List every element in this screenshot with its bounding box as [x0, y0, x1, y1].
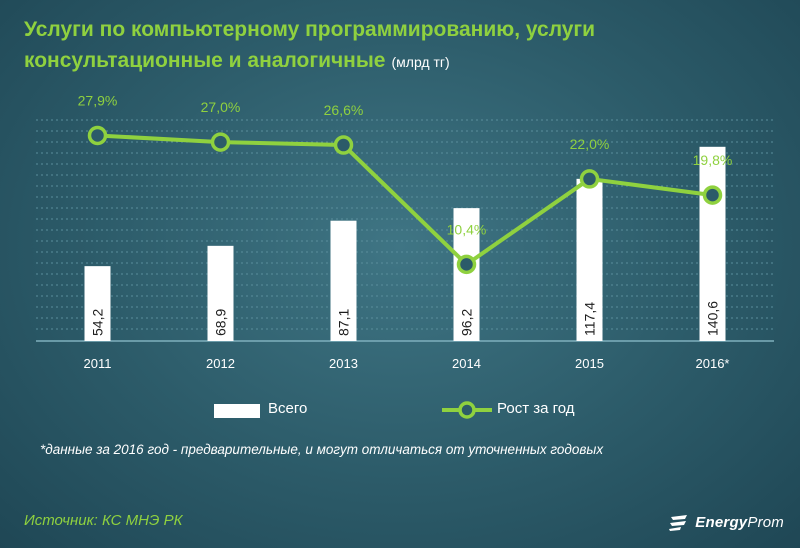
growth-point-2014	[456, 254, 477, 275]
growth-point-2013	[333, 135, 354, 155]
legend-bar-label: Всего	[268, 400, 308, 417]
legend-bar-swatch	[214, 404, 260, 418]
x-tick-label: 2012	[206, 356, 235, 371]
bar-2014	[453, 208, 480, 341]
bar-2015	[576, 178, 603, 341]
bar-value-label: 96,2	[459, 309, 475, 336]
growth-point-2012	[210, 132, 231, 152]
x-tick-label: 2015	[575, 356, 604, 371]
x-tick-label: 2013	[329, 356, 358, 371]
chart-title-text: Услуги по компьютерному программированию…	[24, 18, 596, 72]
growth-point-2016*	[702, 185, 723, 205]
x-tick-label: 2011	[84, 356, 112, 371]
growth-value-label: 19,8%	[693, 152, 733, 168]
growth-point-2015	[579, 169, 600, 189]
legend: Всего Рост за год	[0, 398, 800, 422]
x-tick-label: 2014	[452, 356, 481, 371]
bar-value-label: 54,2	[90, 309, 106, 336]
bar-value-label: 117,4	[582, 302, 598, 336]
energyprom-logo: EnergyProm	[668, 508, 784, 536]
legend-line-label: Рост за год	[497, 400, 575, 417]
growth-value-label: 27,9%	[78, 92, 118, 108]
grid-lines	[36, 119, 774, 342]
growth-value-label: 22,0%	[570, 136, 610, 152]
growth-value-label: 26,6%	[324, 102, 364, 118]
x-tick-label: 2016*	[696, 356, 730, 371]
lightning-icon	[669, 515, 688, 531]
legend-line-swatch	[442, 401, 492, 419]
bar-value-label: 140,6	[705, 301, 721, 336]
chart-area: 54,2 68,9 87,1 96,2 117,4 140,6 2011 2012 2013 2…	[36, 92, 774, 371]
x-tick-labels: 2011 2012 2013 2014 2015 2016*	[84, 356, 730, 371]
bar-2012	[207, 245, 234, 341]
bar-2016*	[699, 146, 726, 341]
chart-unit: (млрд тг)	[391, 54, 450, 70]
logo-part2: Prom	[747, 513, 784, 531]
bars-series: 54,2 68,9 87,1 96,2 117,4 140,6	[84, 146, 726, 341]
growth-line-series: 27,9% 27,0% 26,6% 10,4% 22,0% 19,8%	[78, 92, 733, 275]
growth-value-label: 10,4%	[447, 221, 487, 237]
footnote: *данные за 2016 год - предварительные, и…	[40, 442, 604, 457]
bar-value-label: 87,1	[336, 309, 352, 336]
bar-value-label: 68,9	[213, 309, 229, 336]
growth-point-2011	[87, 125, 108, 146]
growth-value-label: 27,0%	[201, 99, 241, 115]
bar-2011	[84, 266, 111, 341]
chart-title: Услуги по компьютерному программированию…	[24, 14, 724, 78]
bar-2013	[330, 220, 357, 341]
logo-text: EnergyProm	[695, 514, 784, 531]
logo-part1: Energy	[695, 513, 748, 531]
growth-line	[97, 133, 713, 267]
source-text: Источник: КС МНЭ РК	[24, 512, 183, 529]
